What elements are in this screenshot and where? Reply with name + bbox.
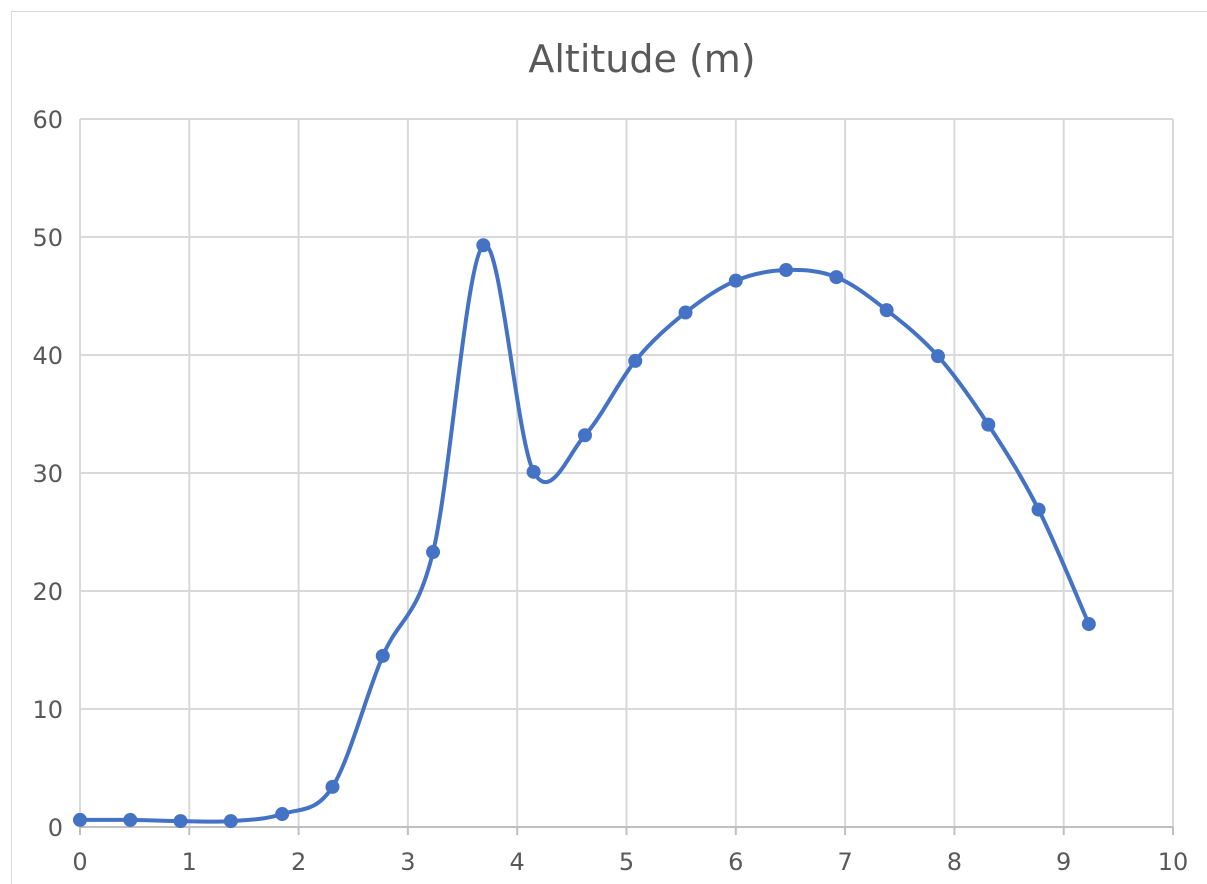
y-tick-label: 10 [32, 696, 63, 724]
y-tick-label: 30 [32, 460, 63, 488]
y-tick-label: 60 [32, 106, 63, 134]
data-point [577, 428, 592, 443]
data-point [123, 812, 138, 827]
tick-labels: 0 1 2 3 4 5 6 7 8 9 10 0 10 20 30 40 50 60 [32, 106, 1188, 876]
data-point [476, 238, 491, 253]
series-line [79, 243, 1091, 824]
x-tick-label: 8 [947, 848, 962, 876]
data-point [879, 303, 894, 318]
data-markers [73, 238, 1096, 829]
x-tick-label: 4 [510, 848, 525, 876]
x-tick-label: 1 [182, 848, 197, 876]
data-point [779, 263, 794, 278]
data-point [1031, 502, 1046, 517]
data-point [829, 270, 844, 285]
data-point [426, 545, 441, 560]
y-tick-label: 20 [32, 578, 63, 606]
data-point [628, 353, 643, 368]
x-tick-label: 2 [291, 848, 306, 876]
chart-frame [11, 11, 1207, 884]
x-tick-label: 0 [72, 848, 87, 876]
x-tick-label: 7 [837, 848, 852, 876]
x-tick-label: 10 [1158, 848, 1189, 876]
x-tick-label: 9 [1056, 848, 1071, 876]
grid [80, 118, 1174, 827]
y-tick-label: 40 [32, 342, 63, 370]
x-tick-label: 5 [619, 848, 634, 876]
x-tick-label: 3 [400, 848, 415, 876]
data-point [375, 648, 390, 663]
y-tick-label: 0 [48, 814, 63, 842]
data-point [526, 464, 541, 479]
data-point [325, 779, 340, 794]
data-point [931, 349, 946, 364]
x-tick-label: 6 [728, 848, 743, 876]
data-point [73, 812, 87, 827]
axes [79, 119, 1174, 835]
data-point [223, 814, 238, 829]
data-point [275, 807, 290, 822]
data-point [173, 814, 188, 829]
data-point [981, 417, 996, 432]
data-point [728, 273, 743, 288]
data-point [1081, 617, 1096, 632]
y-tick-label: 50 [32, 224, 63, 252]
data-point [678, 305, 693, 320]
chart-title: Altitude (m) [528, 37, 755, 81]
